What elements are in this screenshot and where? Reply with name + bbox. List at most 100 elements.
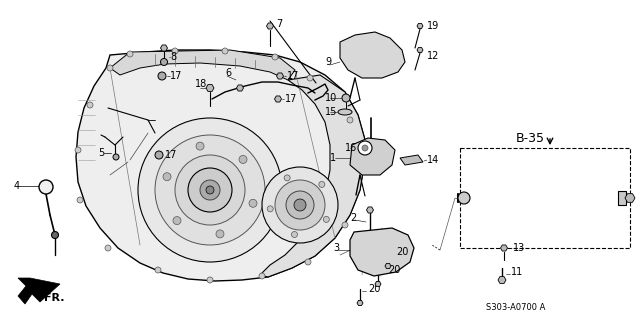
Polygon shape	[340, 32, 405, 78]
Circle shape	[162, 46, 166, 50]
Polygon shape	[110, 50, 295, 80]
Text: 17: 17	[287, 71, 299, 81]
Circle shape	[368, 208, 372, 212]
Circle shape	[305, 259, 311, 265]
Polygon shape	[400, 155, 423, 165]
Polygon shape	[276, 73, 283, 79]
Circle shape	[222, 48, 228, 54]
Circle shape	[324, 216, 329, 222]
Circle shape	[359, 301, 362, 305]
Circle shape	[208, 86, 212, 90]
Circle shape	[158, 72, 166, 80]
Circle shape	[113, 154, 119, 160]
Circle shape	[387, 265, 389, 268]
Polygon shape	[161, 45, 168, 51]
Text: 12: 12	[427, 51, 440, 61]
Circle shape	[362, 145, 368, 151]
Polygon shape	[76, 50, 365, 281]
Circle shape	[419, 25, 422, 28]
Circle shape	[292, 231, 297, 237]
Circle shape	[155, 267, 161, 273]
Circle shape	[216, 230, 224, 238]
Circle shape	[163, 173, 171, 181]
Circle shape	[52, 231, 59, 238]
Polygon shape	[206, 84, 214, 92]
Polygon shape	[266, 23, 273, 29]
Circle shape	[155, 151, 163, 159]
Circle shape	[268, 24, 272, 28]
Polygon shape	[501, 245, 508, 251]
Text: 16: 16	[345, 143, 357, 153]
Circle shape	[173, 217, 181, 225]
Polygon shape	[417, 47, 423, 52]
Circle shape	[358, 141, 372, 155]
Text: 6: 6	[225, 68, 231, 78]
Circle shape	[249, 199, 257, 207]
Circle shape	[172, 48, 178, 54]
Text: 14: 14	[427, 155, 440, 165]
Polygon shape	[18, 278, 60, 304]
Polygon shape	[385, 263, 391, 268]
Text: S303-A0700 A: S303-A0700 A	[486, 302, 545, 311]
Circle shape	[127, 51, 133, 57]
Circle shape	[276, 97, 280, 101]
Circle shape	[268, 206, 273, 212]
Circle shape	[107, 65, 113, 71]
Circle shape	[207, 277, 213, 283]
Polygon shape	[275, 96, 282, 102]
Polygon shape	[357, 300, 363, 306]
Text: 19: 19	[427, 21, 440, 31]
Circle shape	[284, 175, 290, 181]
Circle shape	[259, 273, 265, 279]
Circle shape	[342, 222, 348, 228]
Circle shape	[500, 278, 504, 282]
Text: 20: 20	[368, 284, 380, 294]
Text: 20: 20	[388, 265, 401, 275]
Circle shape	[419, 49, 422, 52]
Circle shape	[238, 86, 242, 90]
Circle shape	[627, 196, 633, 201]
Bar	[460, 148, 630, 248]
Circle shape	[175, 155, 245, 225]
Ellipse shape	[338, 109, 352, 115]
Text: 3: 3	[333, 243, 339, 253]
Circle shape	[347, 117, 353, 123]
Text: 1: 1	[330, 153, 336, 163]
Circle shape	[161, 59, 168, 66]
Polygon shape	[350, 138, 395, 175]
Circle shape	[272, 54, 278, 60]
Text: 17: 17	[165, 150, 177, 160]
Text: 18: 18	[195, 79, 207, 89]
Text: 15: 15	[325, 107, 338, 117]
Circle shape	[262, 167, 338, 243]
Circle shape	[376, 283, 380, 285]
Circle shape	[75, 147, 81, 153]
Text: 10: 10	[325, 93, 337, 103]
Circle shape	[196, 142, 204, 150]
Circle shape	[286, 191, 314, 219]
Circle shape	[239, 156, 247, 164]
Circle shape	[155, 135, 265, 245]
Polygon shape	[350, 228, 414, 276]
Circle shape	[458, 192, 470, 204]
Text: 9: 9	[325, 57, 331, 67]
Bar	[618, 191, 626, 205]
Polygon shape	[236, 85, 243, 91]
Text: 20: 20	[396, 247, 408, 257]
Circle shape	[200, 180, 220, 200]
Polygon shape	[366, 207, 373, 213]
Circle shape	[367, 235, 373, 241]
Text: 17: 17	[285, 94, 297, 104]
Circle shape	[87, 102, 93, 108]
Circle shape	[275, 180, 325, 230]
Polygon shape	[625, 194, 635, 202]
Text: 8: 8	[170, 52, 176, 62]
Circle shape	[318, 181, 325, 188]
Circle shape	[105, 245, 111, 251]
Text: 5: 5	[98, 148, 104, 158]
Text: 4: 4	[14, 181, 20, 191]
Text: 11: 11	[511, 267, 523, 277]
Circle shape	[357, 162, 363, 168]
Text: 17: 17	[170, 71, 182, 81]
Polygon shape	[498, 276, 506, 284]
